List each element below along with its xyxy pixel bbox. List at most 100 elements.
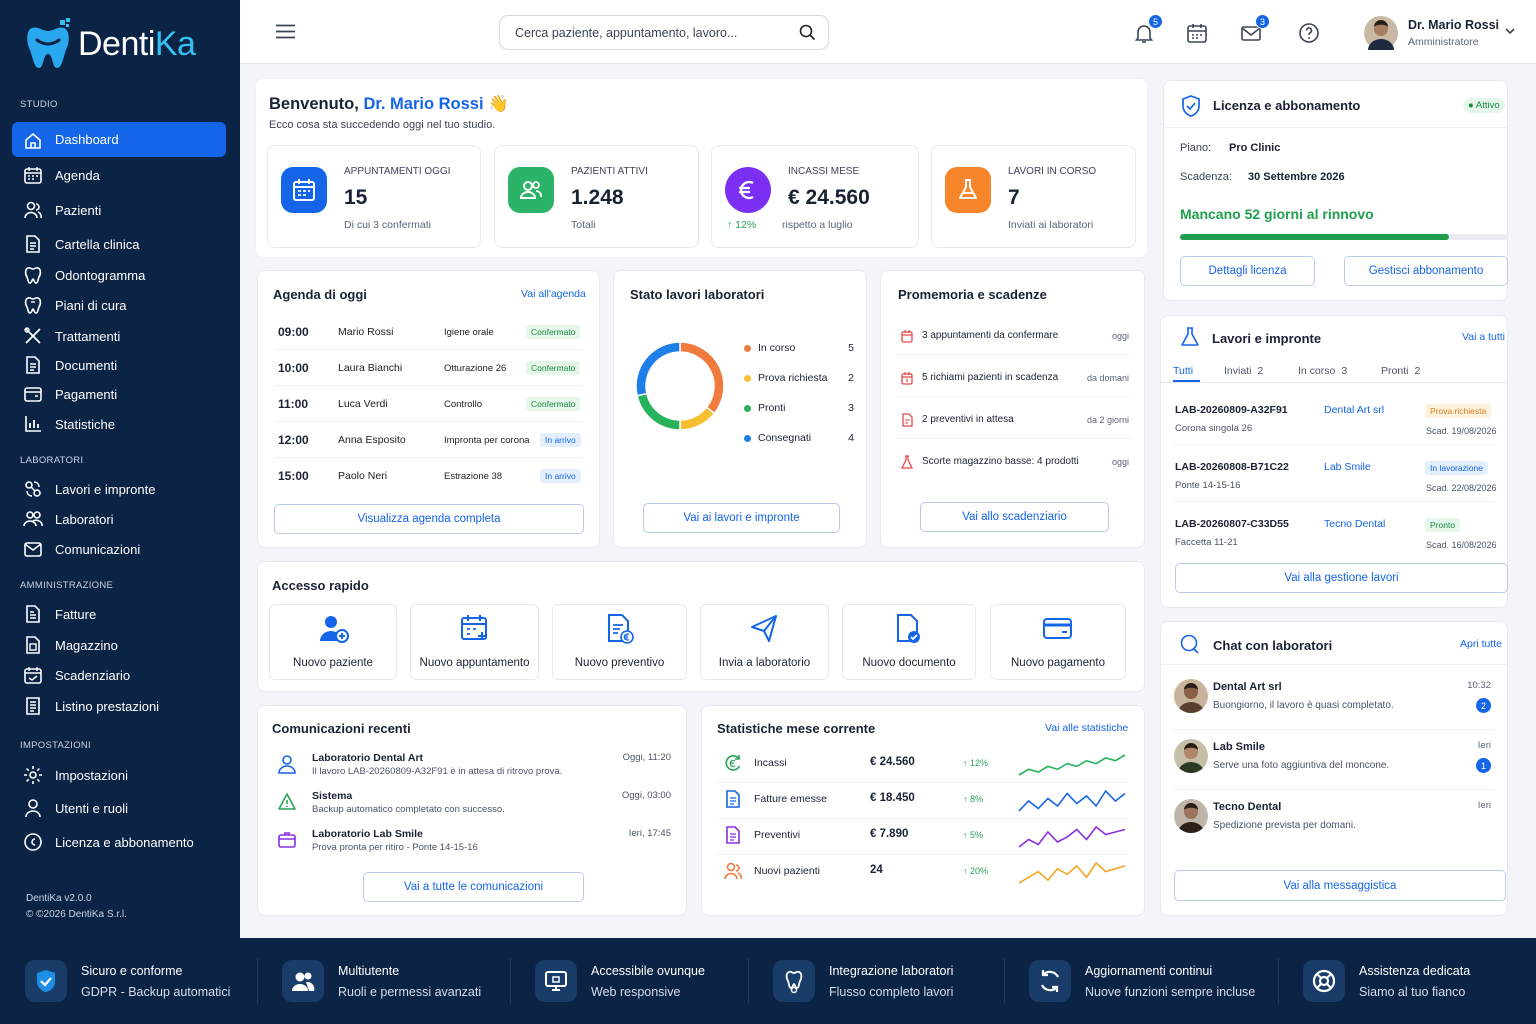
sidebar-item-agenda[interactable]: Agenda bbox=[12, 159, 226, 191]
help-icon[interactable] bbox=[1296, 20, 1322, 46]
kpi-patients[interactable]: PAZIENTI ATTIVI 1.248 Totali bbox=[494, 145, 699, 248]
work-status-badge: Pronto bbox=[1425, 518, 1461, 532]
quick-new-payment-button[interactable]: Nuovo pagamento bbox=[990, 604, 1126, 680]
sidebar-item-listino-prestazioni[interactable]: Listino prestazioni bbox=[12, 690, 226, 722]
stats-link[interactable]: Vai alle statistiche bbox=[1045, 722, 1129, 734]
gear-icon bbox=[23, 765, 43, 785]
sidebar-item-lavori-e-impronte[interactable]: Lavori e impronte bbox=[12, 473, 226, 505]
sidebar-item-trattamenti[interactable]: Trattamenti bbox=[12, 320, 226, 352]
sidebar-item-piani-di-cura[interactable]: Piani di cura bbox=[12, 289, 226, 321]
quick-new-patient-button[interactable]: Nuovo paziente bbox=[269, 604, 397, 680]
quick-new-quote-button[interactable]: Nuovo preventivo bbox=[552, 604, 687, 680]
quick-new-appointment-button[interactable]: Nuovo appuntamento bbox=[410, 604, 539, 680]
row-divider bbox=[718, 818, 1128, 819]
row-divider bbox=[1173, 444, 1495, 445]
notifications-bell-icon[interactable]: 5 bbox=[1131, 14, 1163, 46]
agenda-row[interactable]: 09:00 Mario Rossi Igiene orale Confermato bbox=[258, 323, 599, 353]
messaging-button[interactable]: Vai alla messaggistica bbox=[1174, 870, 1506, 901]
donut-slice-pronti[interactable] bbox=[636, 392, 681, 431]
agenda-row[interactable]: 10:00 Laura Bianchi Otturazione 26 Conferma… bbox=[258, 359, 599, 389]
calendar-icon[interactable] bbox=[1184, 20, 1210, 46]
patient-name: Anna Esposito bbox=[338, 434, 406, 446]
tab-tutti[interactable]: Tutti bbox=[1173, 365, 1193, 377]
communication-row[interactable]: Sistema Backup automatico completato con … bbox=[258, 788, 686, 822]
agenda-row[interactable]: 12:00 Anna Esposito Impronta per corona In … bbox=[258, 431, 599, 461]
kpi-appointments[interactable]: APPUNTAMENTI OGGI 15 Di cui 3 confermati bbox=[267, 145, 481, 248]
agenda-full-button[interactable]: Visualizza agenda completa bbox=[274, 504, 584, 534]
mail-icon[interactable]: 3 bbox=[1238, 14, 1270, 46]
row-divider bbox=[718, 854, 1128, 855]
menu-toggle-icon[interactable] bbox=[276, 24, 295, 39]
work-row[interactable]: LAB-20260807-C33D55 Tecno Dental Faccetta … bbox=[1161, 510, 1507, 560]
quick-send-to-lab-button[interactable]: Invia a laboratorio bbox=[700, 604, 829, 680]
user-icon bbox=[23, 798, 43, 818]
sidebar-item-utenti-e-ruoli[interactable]: Utenti e ruoli bbox=[12, 792, 226, 824]
sidebar-item-statistiche[interactable]: Statistiche bbox=[12, 408, 226, 440]
legend-item: In corso 5 bbox=[744, 342, 854, 358]
deadlines-button[interactable]: Vai allo scadenziario bbox=[920, 502, 1109, 532]
quick-new-document-button[interactable]: Nuovo documento bbox=[842, 604, 976, 680]
chat-row[interactable]: Lab Smile Serve una foto aggiuntiva del m… bbox=[1161, 737, 1507, 790]
sidebar-item-odontogramma[interactable]: Odontogramma bbox=[12, 259, 226, 291]
sidebar-item-fatture[interactable]: Fatture bbox=[12, 598, 226, 630]
communication-row[interactable]: Laboratorio Lab Smile Prova pronta per ri… bbox=[258, 826, 686, 860]
sidebar-item-pazienti[interactable]: Pazienti bbox=[12, 194, 226, 226]
stat-row[interactable]: Nuovi pazienti 24 ↑ 20% bbox=[702, 859, 1144, 889]
agenda-title: Agenda di oggi bbox=[273, 287, 367, 302]
donut-slice-consegnati[interactable] bbox=[635, 341, 681, 397]
sidebar-item-comunicazioni[interactable]: Comunicazioni bbox=[12, 533, 226, 565]
tab-inviati[interactable]: Inviati 2 bbox=[1224, 365, 1263, 377]
communication-time: Oggi, 03:00 bbox=[621, 790, 671, 801]
sidebar-item-dashboard[interactable]: Dashboard bbox=[12, 122, 226, 157]
reminder-row[interactable]: 5 richiami pazienti in scadenza da domani bbox=[881, 368, 1144, 398]
stat-row[interactable]: Incassi € 24.560 ↑ 12% bbox=[702, 751, 1144, 783]
sidebar-item-magazzino[interactable]: Magazzino bbox=[12, 629, 226, 661]
donut-slice-in-corso[interactable] bbox=[679, 341, 725, 415]
search-input[interactable] bbox=[515, 25, 799, 40]
stat-row[interactable]: Preventivi € 7.890 ↑ 5% bbox=[702, 823, 1144, 855]
stats-card: Statistiche mese corrente Vai alle stati… bbox=[701, 705, 1145, 916]
sidebar-item-impostazioni[interactable]: Impostazioni bbox=[12, 759, 226, 791]
appointment-time: 11:00 bbox=[278, 397, 309, 411]
sidebar-item-documenti[interactable]: Documenti bbox=[12, 349, 226, 381]
sidebar-item-scadenziario[interactable]: Scadenziario bbox=[12, 659, 226, 691]
sidebar-item-label: Listino prestazioni bbox=[55, 698, 160, 714]
tab-pronti[interactable]: Pronti 2 bbox=[1381, 365, 1420, 377]
stat-row[interactable]: Fatture emesse € 18.450 ↑ 8% bbox=[702, 787, 1144, 819]
kpi-revenue[interactable]: INCASSI MESE € 24.560 ↑ 12% rispetto a l… bbox=[711, 145, 919, 248]
chat-row[interactable]: Tecno Dental Spedizione prevista per doma… bbox=[1161, 797, 1507, 849]
logo[interactable]: DentiKa bbox=[24, 18, 196, 70]
reminder-row[interactable]: Scorte magazzino basse: 4 prodotti oggi bbox=[881, 452, 1144, 482]
sidebar-item-laboratori[interactable]: Laboratori bbox=[12, 503, 226, 535]
search-icon[interactable] bbox=[799, 24, 816, 41]
agenda-row[interactable]: 11:00 Luca Verdi Controllo Confermato bbox=[258, 395, 599, 425]
sidebar-item-licenza-e-abbonamento[interactable]: Licenza e abbonamento bbox=[12, 826, 226, 858]
section-amministrazione: AMMINISTRAZIONE bbox=[20, 580, 114, 591]
work-row[interactable]: LAB-20260808-B71C22 Lab Smile Ponte 14-15-… bbox=[1161, 453, 1507, 503]
agenda-row[interactable]: 15:00 Paolo Neri Estrazione 38 In arrivo bbox=[258, 467, 599, 497]
sidebar-item-label: Magazzino bbox=[55, 637, 118, 653]
all-communications-button[interactable]: Vai a tutte le comunicazioni bbox=[363, 872, 584, 902]
status-badge: Confermato bbox=[526, 397, 581, 411]
chat-row[interactable]: Dental Art srl Buongiorno, il lavoro è qu… bbox=[1161, 677, 1507, 730]
communication-row[interactable]: Laboratorio Dental Art Il lavoro LAB-2026… bbox=[258, 750, 686, 784]
chevron-down-icon[interactable] bbox=[1505, 28, 1515, 35]
license-details-button[interactable]: Dettagli licenza bbox=[1180, 256, 1315, 286]
work-row[interactable]: LAB-20260809-A32F91 Dental Art srl Corona … bbox=[1161, 396, 1507, 446]
kpi-lab-works[interactable]: LAVORI IN CORSO 7 Inviati ai laboratori bbox=[931, 145, 1136, 248]
manage-works-button[interactable]: Vai alla gestione lavori bbox=[1175, 563, 1508, 593]
donut-slice-prova-richiesta[interactable] bbox=[679, 406, 716, 431]
manage-subscription-button[interactable]: Gestisci abbonamento bbox=[1344, 256, 1508, 286]
user-avatar[interactable] bbox=[1364, 16, 1398, 50]
sidebar-item-pagamenti[interactable]: Pagamenti bbox=[12, 378, 226, 410]
works-link[interactable]: Vai a tutti bbox=[1462, 331, 1505, 343]
tab-in-corso[interactable]: In corso 3 bbox=[1298, 365, 1347, 377]
reminder-row[interactable]: 2 preventivi in attesa da 2 giorni bbox=[881, 410, 1144, 440]
sidebar-item-cartella-clinica[interactable]: Cartella clinica bbox=[12, 228, 226, 260]
agenda-link[interactable]: Vai all'agenda bbox=[521, 288, 586, 300]
reminder-row[interactable]: 3 appuntamenti da confermare oggi bbox=[881, 326, 1144, 356]
lab-works-button[interactable]: Vai ai lavori e impronte bbox=[643, 503, 840, 533]
status-badge: In arrivo bbox=[540, 469, 581, 483]
chat-link[interactable]: Apri tutte bbox=[1460, 638, 1503, 650]
chat-title: Chat con laboratori bbox=[1213, 638, 1333, 653]
